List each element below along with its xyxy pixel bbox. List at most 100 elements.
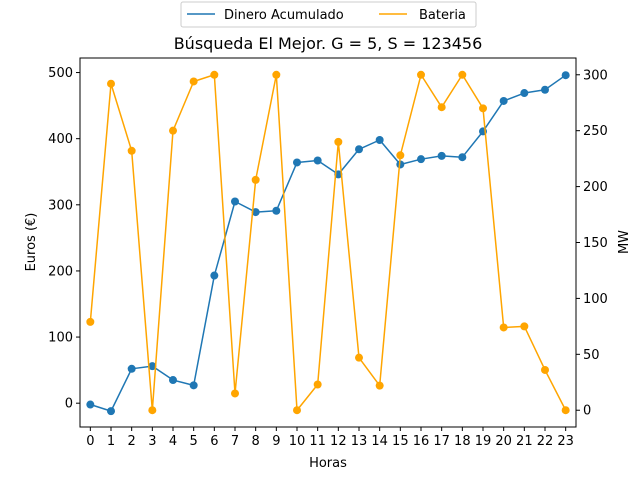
data-point-bateria xyxy=(417,70,425,79)
data-point-dinero xyxy=(520,89,529,98)
x-tick-label: 1 xyxy=(107,434,115,449)
x-tick-label: 19 xyxy=(475,434,492,449)
y-left-tick-label: 200 xyxy=(48,264,73,279)
data-point-dinero xyxy=(561,71,570,80)
data-point-dinero xyxy=(127,364,136,373)
data-point-bateria xyxy=(520,322,529,331)
data-point-bateria xyxy=(107,79,115,88)
data-point-bateria xyxy=(458,70,467,79)
legend-label-bateria: Bateria xyxy=(419,8,466,23)
data-point-dinero xyxy=(458,153,467,162)
data-point-bateria xyxy=(396,151,405,160)
data-point-bateria xyxy=(375,381,384,390)
x-tick-label: 11 xyxy=(309,434,326,449)
y-right-tick-label: 0 xyxy=(583,404,591,419)
data-point-dinero xyxy=(210,271,219,280)
x-tick-label: 17 xyxy=(433,434,450,449)
data-point-dinero xyxy=(189,381,198,390)
legend: Dinero Acumulado Bateria xyxy=(180,1,477,28)
x-tick-label: 0 xyxy=(86,434,94,449)
y-axis-left-ticks: 0 100 200 300 400 500 xyxy=(48,66,80,412)
data-point-dinero xyxy=(231,197,239,206)
y-right-tick-label: 300 xyxy=(583,68,608,83)
x-tick-label: 9 xyxy=(272,434,280,449)
data-point-dinero xyxy=(86,400,95,409)
x-tick-label: 21 xyxy=(516,434,533,449)
x-tick-label: 22 xyxy=(537,434,554,449)
data-point-dinero xyxy=(396,160,405,169)
data-point-bateria xyxy=(334,137,343,146)
data-point-dinero xyxy=(541,85,549,94)
data-point-bateria xyxy=(169,126,177,135)
data-point-dinero xyxy=(355,145,363,154)
series-dinero-acumulado xyxy=(86,71,570,416)
x-tick-label: 20 xyxy=(495,434,512,449)
data-point-bateria xyxy=(210,70,219,79)
data-point-bateria xyxy=(561,406,570,415)
x-tick-label: 10 xyxy=(289,434,306,449)
legend-frame xyxy=(180,1,477,28)
data-point-bateria xyxy=(293,406,301,415)
series-line-bateria xyxy=(89,74,567,411)
data-point-bateria xyxy=(148,406,157,415)
data-point-dinero xyxy=(169,376,177,385)
data-point-dinero xyxy=(272,206,281,215)
data-point-dinero xyxy=(499,96,508,105)
legend-label-dinero: Dinero Acumulado xyxy=(224,8,344,23)
data-point-bateria xyxy=(479,104,487,113)
data-point-dinero xyxy=(251,208,260,217)
data-point-bateria xyxy=(127,146,136,155)
x-tick-label: 8 xyxy=(252,434,260,449)
data-point-bateria xyxy=(541,365,549,374)
y-right-tick-label: 250 xyxy=(583,124,608,139)
x-tick-label: 7 xyxy=(231,434,239,449)
x-tick-label: 18 xyxy=(454,434,471,449)
x-tick-label: 6 xyxy=(210,434,218,449)
chart-title: Búsqueda El Mejor. G = 5, S = 123456 xyxy=(174,34,483,53)
data-point-bateria xyxy=(313,380,322,389)
y-right-tick-label: 200 xyxy=(583,180,608,195)
x-axis-ticks: 0 1 2 3 4 5 6 7 8 9 10 11 12 13 14 15 16 17 18 19 20 21 22 23 xyxy=(86,427,574,449)
data-point-bateria xyxy=(355,353,363,362)
x-tick-label: 3 xyxy=(148,434,156,449)
data-point-bateria xyxy=(231,389,239,398)
x-tick-label: 15 xyxy=(392,434,409,449)
data-point-dinero xyxy=(417,155,425,164)
x-tick-label: 5 xyxy=(190,434,198,449)
data-point-bateria xyxy=(437,103,446,112)
y-left-tick-label: 500 xyxy=(48,66,73,81)
data-point-dinero xyxy=(148,362,157,371)
plot-frame xyxy=(79,57,577,428)
y-left-tick-label: 400 xyxy=(48,132,73,147)
y-left-tick-label: 100 xyxy=(48,331,73,346)
data-point-dinero xyxy=(107,407,115,416)
data-point-dinero xyxy=(437,151,446,160)
y-left-tick-label: 0 xyxy=(65,397,73,412)
data-point-dinero xyxy=(293,158,301,167)
data-point-bateria xyxy=(251,175,260,184)
y-left-tick-label: 300 xyxy=(48,198,73,213)
x-tick-label: 2 xyxy=(128,434,136,449)
y-right-tick-label: 150 xyxy=(583,236,608,251)
series-line-dinero xyxy=(90,74,567,412)
x-axis-label: Horas xyxy=(309,456,347,471)
x-tick-label: 23 xyxy=(557,434,574,449)
x-tick-label: 12 xyxy=(330,434,347,449)
data-point-bateria xyxy=(499,323,508,332)
data-point-bateria xyxy=(272,70,281,79)
y-axis-right-label: MW xyxy=(617,230,632,254)
series-bateria xyxy=(86,70,570,415)
data-point-bateria xyxy=(86,317,95,326)
y-right-tick-label: 100 xyxy=(583,292,608,307)
y-right-tick-label: 50 xyxy=(583,348,600,363)
data-point-bateria xyxy=(189,77,198,86)
y-axis-left-label: Euros (€) xyxy=(24,213,39,272)
x-tick-label: 14 xyxy=(371,434,388,449)
x-tick-label: 16 xyxy=(413,434,430,449)
data-point-dinero xyxy=(375,136,384,144)
x-tick-label: 4 xyxy=(169,434,177,449)
x-tick-label: 13 xyxy=(351,434,368,449)
data-point-dinero xyxy=(313,156,322,165)
y-axis-right-ticks: 0 50 100 150 200 250 300 xyxy=(576,68,608,419)
